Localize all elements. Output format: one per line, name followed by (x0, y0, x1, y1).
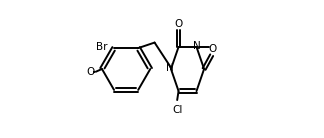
Text: N: N (167, 63, 174, 73)
Text: Cl: Cl (172, 105, 182, 115)
Text: O: O (208, 44, 216, 54)
Text: N: N (193, 41, 201, 51)
Text: Br: Br (96, 42, 108, 52)
Text: O: O (174, 19, 183, 29)
Text: O: O (86, 67, 94, 77)
